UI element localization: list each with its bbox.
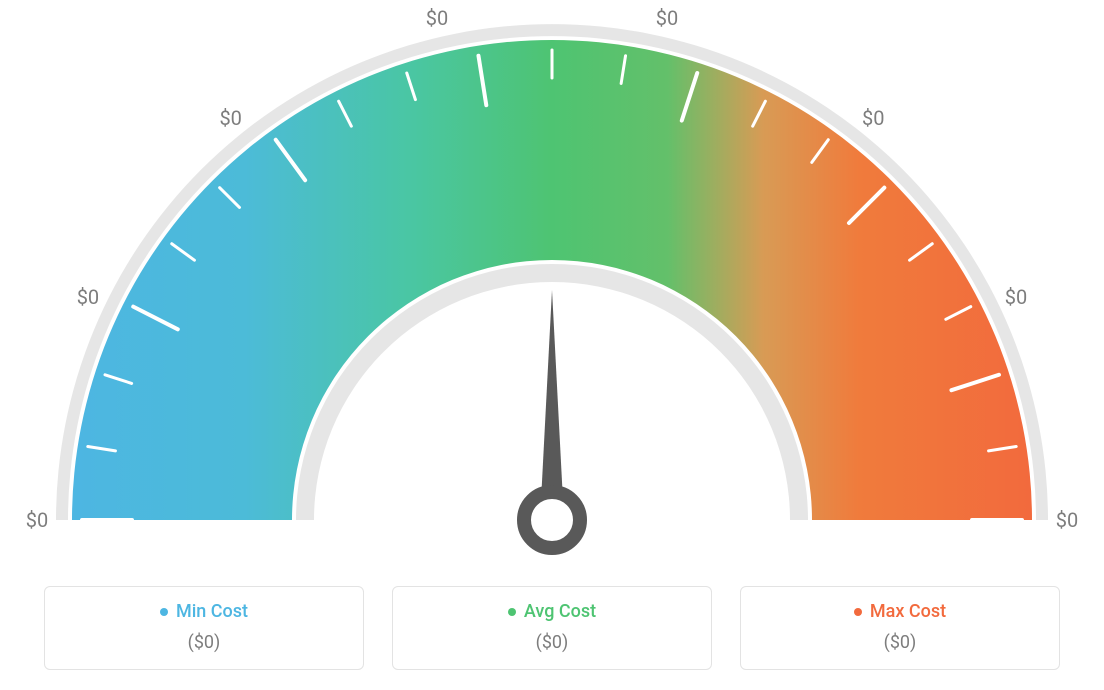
legend-title-text: Min Cost	[176, 601, 248, 622]
legend-card: Min Cost ($0)	[44, 586, 364, 671]
tick-label: $0	[862, 106, 884, 130]
gauge-chart	[0, 0, 1104, 560]
legend-dot-icon	[854, 608, 862, 616]
legend-value: ($0)	[751, 632, 1049, 653]
legend-card: Avg Cost ($0)	[392, 586, 712, 671]
tick-label: $0	[1056, 508, 1078, 532]
legend-title: Avg Cost	[508, 601, 596, 622]
legend-value: ($0)	[403, 632, 701, 653]
tick-label: $0	[656, 6, 678, 30]
legend-dot-icon	[160, 608, 168, 616]
legend-title-text: Avg Cost	[524, 601, 596, 622]
legend-card: Max Cost ($0)	[740, 586, 1060, 671]
needle-hub	[524, 492, 580, 548]
legend-title: Min Cost	[160, 601, 248, 622]
tick-label: $0	[77, 285, 99, 309]
gauge-container: $0 $0 $0 $0 $0 $0 $0 $0	[0, 0, 1104, 560]
tick-label: $0	[219, 106, 241, 130]
tick-label: $0	[1005, 285, 1027, 309]
legend-title: Max Cost	[854, 601, 946, 622]
tick-label: $0	[26, 508, 48, 532]
legend-row: Min Cost ($0) Avg Cost ($0) Max Cost ($0)	[0, 586, 1104, 671]
tick-label: $0	[426, 6, 448, 30]
legend-value: ($0)	[55, 632, 353, 653]
legend-title-text: Max Cost	[870, 601, 946, 622]
legend-dot-icon	[508, 608, 516, 616]
